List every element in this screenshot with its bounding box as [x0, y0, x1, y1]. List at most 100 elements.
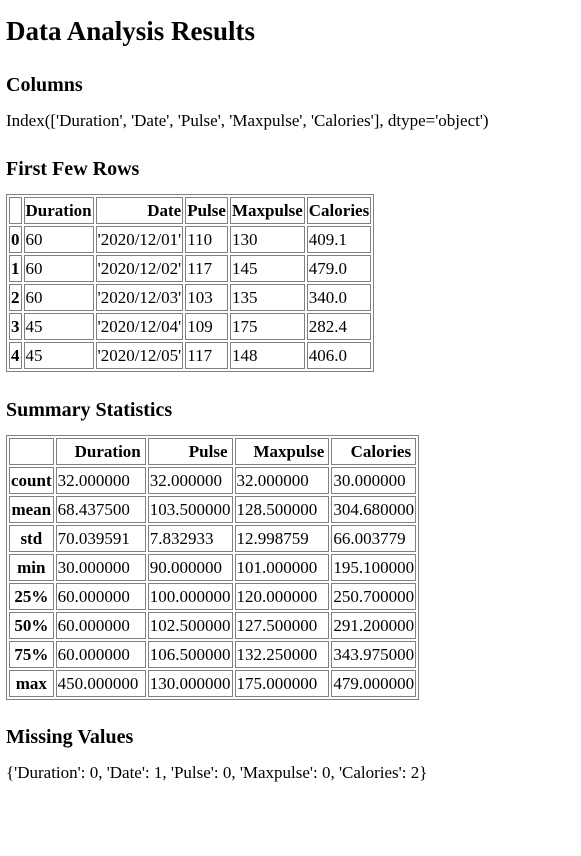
- row-index-cell: 50%: [9, 612, 54, 639]
- table-cell: 450.000000: [55, 670, 146, 697]
- table-cell: 304.680000: [331, 496, 417, 523]
- table-row: 0 60 '2020/12/01' 110 130 409.1: [9, 226, 372, 253]
- column-header-cell: Calories: [306, 197, 372, 224]
- table-cell: 127.500000: [234, 612, 330, 639]
- table-cell: 128.500000: [234, 496, 330, 523]
- row-index-cell: max: [9, 670, 54, 697]
- table-cell: 100.000000: [147, 583, 233, 610]
- column-header-cell: Pulse: [185, 197, 228, 224]
- table-cell: 479.0: [306, 255, 372, 282]
- missing-values-text: {'Duration': 0, 'Date': 1, 'Pulse': 0, '…: [6, 763, 428, 782]
- row-index-cell: 25%: [9, 583, 54, 610]
- row-index-cell: 4: [9, 342, 22, 369]
- table-cell: 60.000000: [55, 641, 146, 668]
- table-row: 4 45 '2020/12/05' 117 148 406.0: [9, 342, 372, 369]
- table-cell: 175: [229, 313, 305, 340]
- row-index-cell: 0: [9, 226, 22, 253]
- table-header-row: Duration Pulse Maxpulse Calories: [9, 438, 417, 465]
- table-row: max 450.000000 130.000000 175.000000 479…: [9, 670, 417, 697]
- table-cell: 291.200000: [331, 612, 417, 639]
- table-cell: 60: [23, 255, 94, 282]
- table-cell: 103.500000: [147, 496, 233, 523]
- table-cell: '2020/12/02': [95, 255, 184, 282]
- row-index-cell: 2: [9, 284, 22, 311]
- column-header-cell: Pulse: [147, 438, 233, 465]
- table-cell: 109: [185, 313, 228, 340]
- table-cell: 479.000000: [331, 670, 417, 697]
- column-header-cell: Duration: [55, 438, 146, 465]
- table-cell: 130: [229, 226, 305, 253]
- table-cell: '2020/12/05': [95, 342, 184, 369]
- table-cell: 340.0: [306, 284, 372, 311]
- table-cell: '2020/12/04': [95, 313, 184, 340]
- table-row: count 32.000000 32.000000 32.000000 30.0…: [9, 467, 417, 494]
- table-row: 75% 60.000000 106.500000 132.250000 343.…: [9, 641, 417, 668]
- table-row: 50% 60.000000 102.500000 127.500000 291.…: [9, 612, 417, 639]
- table-cell: 409.1: [306, 226, 372, 253]
- summary-heading: Summary Statistics: [6, 399, 173, 421]
- table-cell: 135: [229, 284, 305, 311]
- table-cell: '2020/12/01': [95, 226, 184, 253]
- column-header-cell: Date: [95, 197, 184, 224]
- table-cell: '2020/12/03': [95, 284, 184, 311]
- row-index-cell: 3: [9, 313, 22, 340]
- first-rows-table: Duration Date Pulse Maxpulse Calories 0 …: [6, 194, 375, 372]
- table-cell: 117: [185, 255, 228, 282]
- table-row: 3 45 '2020/12/04' 109 175 282.4: [9, 313, 372, 340]
- row-index-cell: mean: [9, 496, 54, 523]
- table-cell: 90.000000: [147, 554, 233, 581]
- column-header-cell: Maxpulse: [234, 438, 330, 465]
- summary-statistics-table: Duration Pulse Maxpulse Calories count 3…: [6, 435, 420, 700]
- table-row: min 30.000000 90.000000 101.000000 195.1…: [9, 554, 417, 581]
- table-row: 25% 60.000000 100.000000 120.000000 250.…: [9, 583, 417, 610]
- table-cell: 110: [185, 226, 228, 253]
- table-cell: 60.000000: [55, 612, 146, 639]
- page-title: Data Analysis Results: [6, 16, 256, 46]
- table-cell: 145: [229, 255, 305, 282]
- table-cell: 7.832933: [147, 525, 233, 552]
- table-cell: 70.039591: [55, 525, 146, 552]
- table-row: 2 60 '2020/12/03' 103 135 340.0: [9, 284, 372, 311]
- table-cell: 103: [185, 284, 228, 311]
- table-cell: 120.000000: [234, 583, 330, 610]
- row-index-cell: std: [9, 525, 54, 552]
- table-cell: 32.000000: [147, 467, 233, 494]
- table-cell: 60: [23, 226, 94, 253]
- table-cell: 32.000000: [55, 467, 146, 494]
- table-cell: 106.500000: [147, 641, 233, 668]
- table-row: mean 68.437500 103.500000 128.500000 304…: [9, 496, 417, 523]
- row-index-cell: count: [9, 467, 54, 494]
- table-cell: 175.000000: [234, 670, 330, 697]
- table-cell: 68.437500: [55, 496, 146, 523]
- table-cell: 45: [23, 313, 94, 340]
- row-index-cell: min: [9, 554, 54, 581]
- column-header-cell: Duration: [23, 197, 94, 224]
- table-cell: 282.4: [306, 313, 372, 340]
- table-cell: 250.700000: [331, 583, 417, 610]
- table-cell: 148: [229, 342, 305, 369]
- table-cell: 343.975000: [331, 641, 417, 668]
- table-cell: 195.100000: [331, 554, 417, 581]
- table-header-row: Duration Date Pulse Maxpulse Calories: [9, 197, 372, 224]
- table-cell: 132.250000: [234, 641, 330, 668]
- table-cell: 12.998759: [234, 525, 330, 552]
- table-cell: 60: [23, 284, 94, 311]
- table-cell: 60.000000: [55, 583, 146, 610]
- table-cell: 130.000000: [147, 670, 233, 697]
- table-row: 1 60 '2020/12/02' 117 145 479.0: [9, 255, 372, 282]
- row-index-cell: 1: [9, 255, 22, 282]
- table-cell: 30.000000: [55, 554, 146, 581]
- table-cell: 32.000000: [234, 467, 330, 494]
- index-header-cell: [9, 438, 54, 465]
- column-header-cell: Calories: [331, 438, 417, 465]
- table-cell: 117: [185, 342, 228, 369]
- table-cell: 406.0: [306, 342, 372, 369]
- row-index-cell: 75%: [9, 641, 54, 668]
- table-cell: 102.500000: [147, 612, 233, 639]
- index-header-cell: [9, 197, 22, 224]
- columns-index-text: Index(['Duration', 'Date', 'Pulse', 'Max…: [6, 111, 489, 130]
- columns-heading: Columns: [6, 74, 83, 96]
- table-cell: 30.000000: [331, 467, 417, 494]
- page-content: Data Analysis Results Columns Index(['Du…: [6, 16, 489, 782]
- table-cell: 66.003779: [331, 525, 417, 552]
